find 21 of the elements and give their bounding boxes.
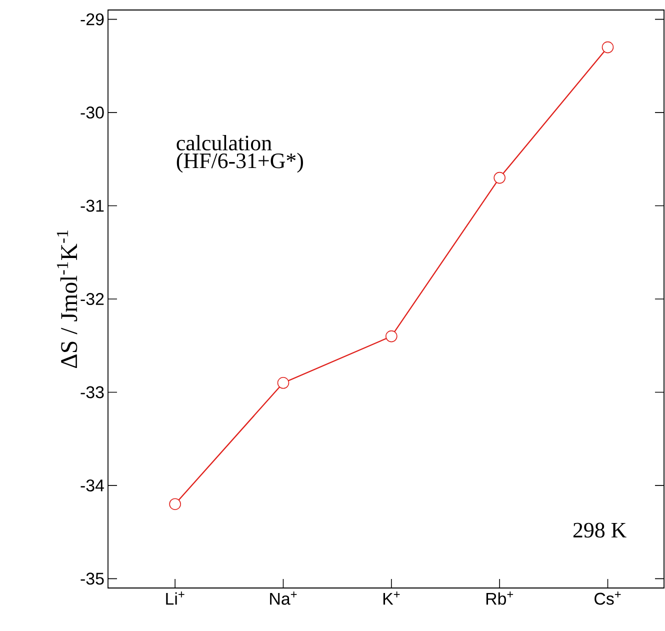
y-tick-label: -34 bbox=[80, 479, 104, 492]
x-tick-label: Rb$^{+}$ bbox=[486, 592, 514, 605]
y-tick-label: -32 bbox=[80, 293, 104, 305]
point bbox=[494, 172, 506, 184]
y-tick-label: -30 bbox=[80, 106, 104, 119]
x-tick-label: Na$^{+}$ bbox=[270, 592, 297, 605]
point bbox=[169, 498, 181, 510]
x-tick-label: K$^{+}$ bbox=[383, 592, 400, 605]
point bbox=[602, 41, 614, 54]
x-tick-label: Li$^{+}$ bbox=[166, 592, 184, 605]
x-tick-label: Cs$^{+}$ bbox=[594, 592, 621, 605]
annotation: (HF/6-31+G*) bbox=[176, 152, 303, 173]
y-tick-label: -29 bbox=[80, 13, 104, 26]
y-axis-title: ΔS / Jmol$^{-1}$K$^{-1}$ bbox=[56, 230, 78, 368]
y-tick-label: -31 bbox=[80, 200, 104, 212]
point bbox=[386, 330, 398, 342]
annotation: 298 K bbox=[573, 522, 626, 538]
annotation: calculation bbox=[176, 134, 272, 150]
point bbox=[277, 377, 290, 389]
y-tick-label: -35 bbox=[80, 572, 104, 585]
y-tick-label: -33 bbox=[80, 386, 104, 398]
